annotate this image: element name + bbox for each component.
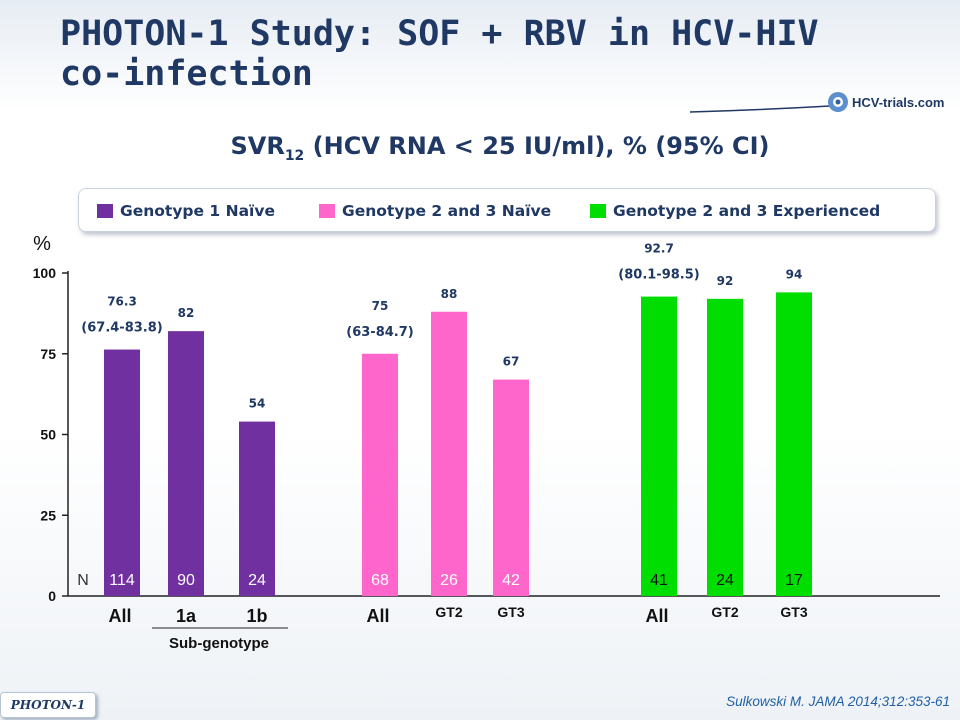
- n-count: 24: [248, 572, 266, 589]
- chart-legend: Genotype 1 Naïve Genotype 2 and 3 Naïve …: [78, 188, 936, 232]
- bar: [493, 379, 529, 596]
- ci-label: (63-84.7): [346, 325, 413, 340]
- bar: [168, 331, 204, 596]
- y-axis-label: %: [33, 233, 51, 255]
- bar: [431, 311, 467, 596]
- n-count: 41: [650, 572, 668, 589]
- n-count: 114: [109, 572, 135, 589]
- ci-label: (67.4-83.8): [81, 321, 162, 336]
- legend-label: Genotype 2 and 3 Experienced: [613, 202, 881, 220]
- n-label: N: [77, 572, 89, 589]
- bar: [641, 296, 677, 596]
- logo-text: HCV-trials.com: [852, 95, 944, 110]
- chart-subtitle: SVR12 (HCV RNA < 25 IU/ml), % (95% CI): [200, 132, 800, 164]
- legend-label: Genotype 1 Naïve: [120, 202, 275, 220]
- subtitle-main: SVR: [230, 132, 285, 160]
- bar: [707, 298, 743, 596]
- category-label: GT3: [497, 604, 524, 620]
- n-count: 17: [785, 572, 803, 589]
- value-label: 75: [372, 299, 389, 313]
- legend-item-genotype-1-naive: Genotype 1 Naïve: [97, 201, 275, 221]
- value-label: 82: [178, 306, 195, 320]
- category-label: All: [645, 606, 668, 626]
- subtitle-rest: (HCV RNA < 25 IU/ml), % (95% CI): [304, 132, 770, 160]
- n-count: 26: [440, 572, 458, 589]
- value-label: 67: [503, 355, 520, 369]
- category-label: 1b: [246, 606, 267, 626]
- value-label: 54: [249, 397, 266, 411]
- legend-swatch: [590, 204, 606, 218]
- subgenotype-label: Sub-genotype: [169, 635, 269, 652]
- category-label: All: [366, 606, 389, 626]
- n-count: 42: [502, 572, 520, 589]
- legend-item-genotype-2-3-experienced: Genotype 2 and 3 Experienced: [590, 201, 880, 221]
- y-tick-label: 50: [40, 427, 56, 443]
- n-count: 68: [371, 572, 389, 589]
- hcv-trials-logo: HCV-trials.com: [826, 90, 954, 114]
- slide-title: PHOTON-1 Study: SOF + RBV in HCV-HIV co-…: [60, 14, 819, 94]
- subtitle-subscript: 12: [284, 147, 305, 164]
- y-tick-label: 100: [33, 265, 57, 281]
- value-label: 92.7: [644, 242, 674, 256]
- bar: [104, 349, 140, 596]
- category-label: GT2: [711, 604, 738, 620]
- bar: [776, 292, 812, 596]
- value-label: 94: [786, 267, 803, 281]
- value-label: 88: [441, 287, 458, 301]
- study-tag: PHOTON-1: [0, 692, 96, 718]
- n-count: 24: [716, 572, 734, 589]
- y-tick-label: 75: [40, 346, 56, 362]
- legend-swatch: [319, 204, 335, 218]
- category-label: GT2: [435, 604, 462, 620]
- bar-chart: 0 25 50 75 100% N 76.3 (67.4-83.8) 114 All 82 90 1a 5…: [33, 233, 940, 652]
- value-label: 92: [717, 274, 734, 288]
- bar: [362, 353, 398, 596]
- legend-item-genotype-2-3-naive: Genotype 2 and 3 Naïve: [319, 201, 551, 221]
- y-tick-label: 0: [48, 588, 56, 604]
- category-label: All: [108, 606, 131, 626]
- logo-swoosh-line: [690, 105, 830, 113]
- value-label: 76.3: [107, 295, 137, 309]
- n-count: 90: [177, 572, 195, 589]
- y-tick-label: 25: [40, 507, 56, 523]
- ci-label: (80.1-98.5): [618, 268, 699, 283]
- legend-label: Genotype 2 and 3 Naïve: [342, 202, 552, 220]
- legend-swatch: [97, 204, 113, 218]
- citation: Sulkowski M. JAMA 2014;312:353-61: [726, 694, 950, 709]
- category-label: GT3: [780, 604, 807, 620]
- logo-icon: HCV-trials.com: [828, 92, 944, 112]
- bar: [239, 421, 275, 596]
- category-label: 1a: [176, 606, 197, 626]
- header-band: [0, 0, 960, 110]
